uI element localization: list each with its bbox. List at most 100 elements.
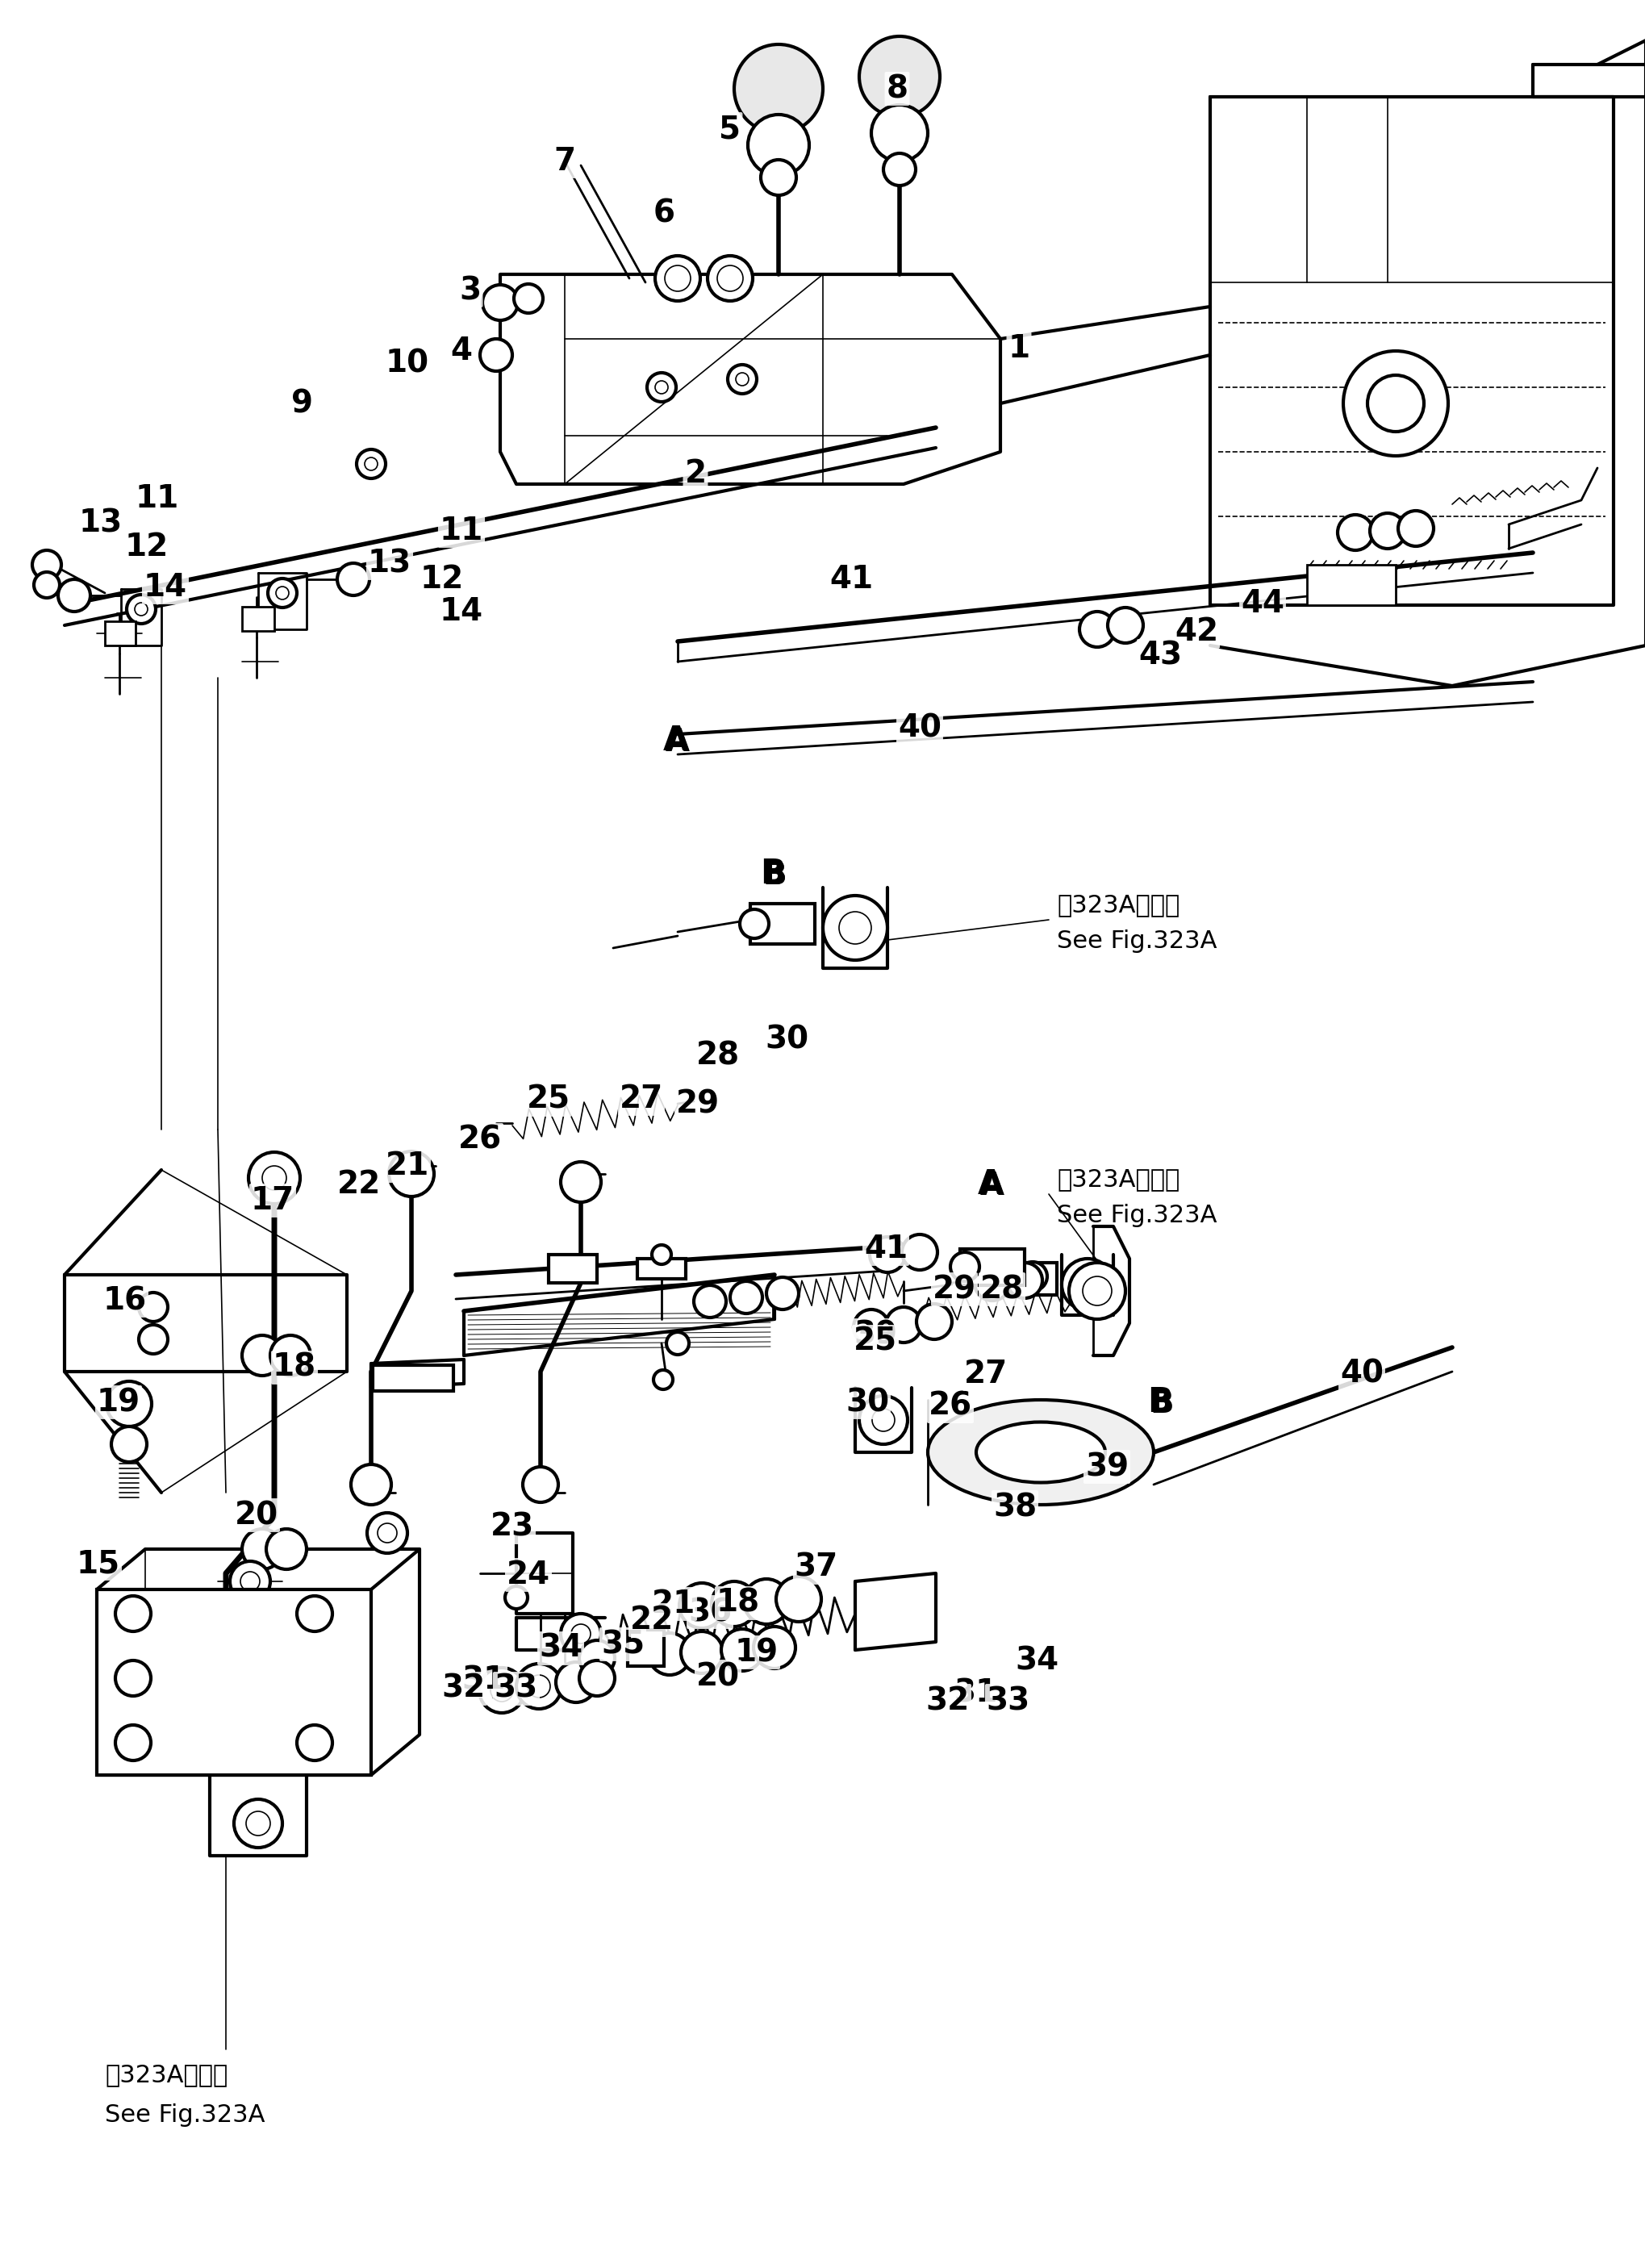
- Text: B: B: [762, 860, 786, 891]
- Text: 24: 24: [507, 1560, 549, 1590]
- Circle shape: [127, 594, 156, 624]
- Bar: [637, 1259, 686, 1279]
- Circle shape: [1079, 612, 1114, 646]
- Circle shape: [367, 1513, 408, 1554]
- Text: 31: 31: [954, 1678, 997, 1708]
- Circle shape: [1061, 1259, 1112, 1311]
- Text: 32: 32: [443, 1674, 485, 1703]
- Circle shape: [234, 1799, 283, 1848]
- Circle shape: [58, 578, 90, 612]
- Circle shape: [479, 1667, 525, 1712]
- Text: 16: 16: [104, 1286, 146, 1315]
- Circle shape: [949, 1252, 979, 1281]
- Text: 35: 35: [600, 1628, 645, 1660]
- Text: 22: 22: [337, 1168, 380, 1200]
- Bar: [1306, 565, 1395, 606]
- Text: 14: 14: [439, 596, 484, 626]
- Circle shape: [482, 286, 518, 320]
- Text: 9: 9: [291, 388, 313, 420]
- Circle shape: [1018, 1261, 1046, 1290]
- Circle shape: [268, 578, 296, 608]
- Bar: [1000, 1263, 1056, 1295]
- Circle shape: [1082, 1277, 1110, 1306]
- Text: 第323A図参照: 第323A図参照: [1056, 1168, 1179, 1191]
- Bar: [548, 1254, 597, 1284]
- Text: 19: 19: [97, 1388, 140, 1418]
- Text: 31: 31: [462, 1665, 505, 1696]
- Text: 12: 12: [419, 565, 464, 594]
- Text: 27: 27: [619, 1084, 663, 1114]
- Text: 40: 40: [1339, 1359, 1383, 1390]
- Circle shape: [727, 365, 757, 395]
- Text: 19: 19: [735, 1637, 778, 1667]
- Circle shape: [655, 381, 668, 395]
- Circle shape: [1069, 1263, 1125, 1320]
- Circle shape: [523, 1467, 558, 1501]
- Circle shape: [767, 1277, 798, 1309]
- Text: 14: 14: [143, 572, 188, 603]
- Circle shape: [646, 372, 676, 401]
- Circle shape: [735, 372, 748, 386]
- Circle shape: [859, 36, 939, 118]
- Circle shape: [247, 1812, 270, 1835]
- Text: 21: 21: [385, 1150, 429, 1182]
- Text: 43: 43: [1138, 640, 1181, 671]
- Text: 38: 38: [992, 1492, 1036, 1522]
- Circle shape: [296, 1597, 332, 1631]
- Text: 27: 27: [964, 1359, 1007, 1390]
- Text: 15: 15: [77, 1549, 120, 1579]
- Circle shape: [1074, 1272, 1099, 1297]
- Text: 12: 12: [125, 531, 169, 562]
- Text: A: A: [977, 1168, 1003, 1202]
- Text: A: A: [663, 723, 689, 758]
- Circle shape: [717, 265, 742, 290]
- Text: 21: 21: [651, 1588, 696, 1619]
- Text: 1: 1: [1007, 333, 1030, 363]
- Circle shape: [138, 1293, 168, 1322]
- Circle shape: [138, 1325, 168, 1354]
- Circle shape: [204, 1665, 248, 1708]
- Circle shape: [707, 256, 752, 302]
- Circle shape: [513, 284, 543, 313]
- Circle shape: [262, 1166, 286, 1191]
- Text: B: B: [760, 857, 785, 891]
- Text: See Fig.323A: See Fig.323A: [105, 2102, 265, 2127]
- Circle shape: [753, 1626, 795, 1669]
- Circle shape: [490, 1678, 513, 1701]
- Text: 33: 33: [493, 1674, 538, 1703]
- Circle shape: [839, 912, 870, 943]
- Circle shape: [711, 1581, 757, 1626]
- Circle shape: [115, 1726, 151, 1760]
- Circle shape: [883, 154, 915, 186]
- Circle shape: [901, 1234, 938, 1270]
- Circle shape: [655, 256, 699, 302]
- Circle shape: [135, 603, 148, 615]
- Text: B: B: [762, 860, 786, 891]
- Circle shape: [242, 1336, 283, 1377]
- Text: 5: 5: [719, 113, 740, 145]
- Bar: [105, 621, 135, 646]
- Ellipse shape: [975, 1422, 1105, 1483]
- Circle shape: [1398, 510, 1433, 547]
- Circle shape: [992, 1263, 1022, 1293]
- Text: 25: 25: [526, 1084, 571, 1116]
- Text: 36: 36: [688, 1597, 732, 1628]
- Circle shape: [681, 1631, 722, 1674]
- Text: 29: 29: [933, 1275, 975, 1304]
- Circle shape: [270, 1336, 311, 1377]
- Circle shape: [648, 1633, 691, 1676]
- Circle shape: [337, 562, 370, 596]
- Text: 39: 39: [1084, 1452, 1128, 1483]
- Circle shape: [505, 1585, 528, 1608]
- Text: A: A: [980, 1170, 1003, 1202]
- Circle shape: [561, 1613, 600, 1653]
- Bar: [97, 1590, 370, 1776]
- Ellipse shape: [928, 1399, 1153, 1504]
- Text: 11: 11: [135, 483, 179, 515]
- Circle shape: [694, 1286, 725, 1318]
- Circle shape: [665, 265, 691, 290]
- Text: 40: 40: [898, 712, 941, 744]
- Circle shape: [776, 1576, 821, 1622]
- Text: 39: 39: [854, 1320, 897, 1352]
- Circle shape: [517, 1665, 561, 1708]
